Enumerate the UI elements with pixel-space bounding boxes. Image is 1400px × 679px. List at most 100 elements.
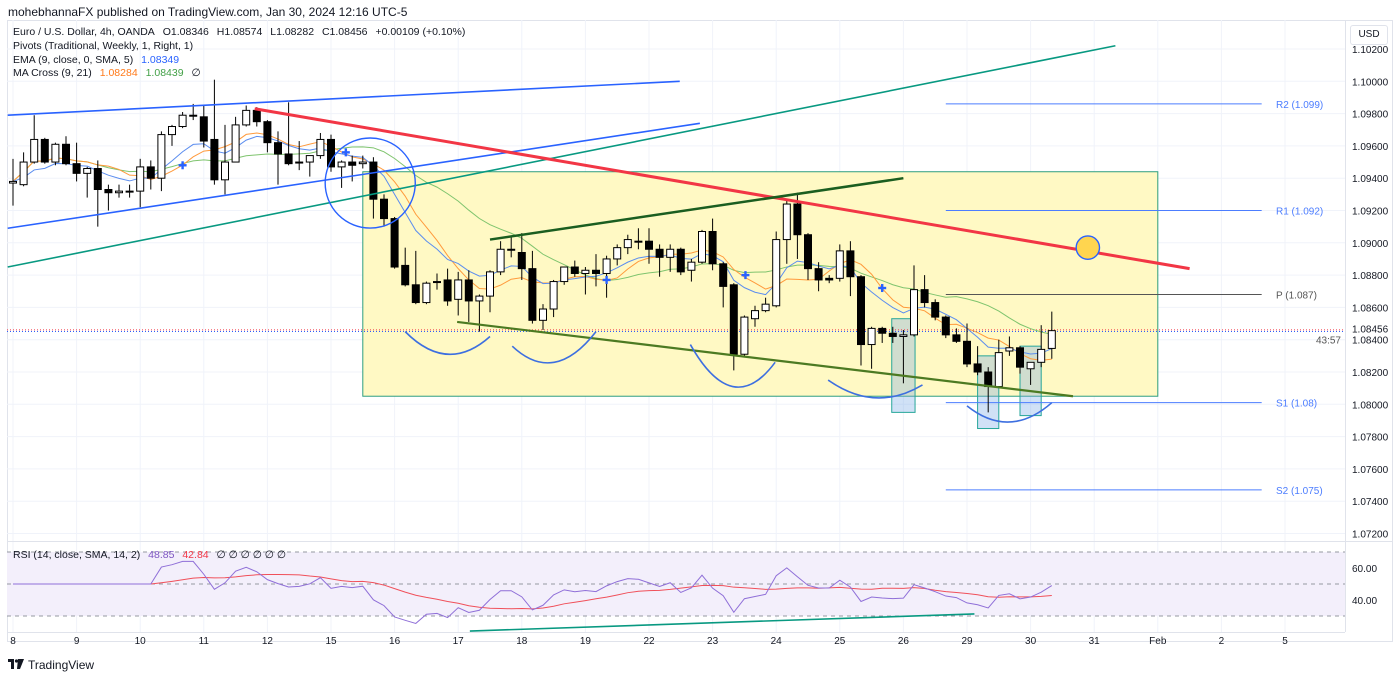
candle-body (963, 340, 971, 365)
price-tick-label: 1.07400 (1352, 497, 1389, 508)
candle-body (401, 264, 410, 286)
legend-rsi[interactable]: RSI (14, close, SMA, 14, 2) 48.85 42.84 … (13, 549, 291, 561)
candle (931, 299, 940, 321)
price-tick-label: 1.09600 (1352, 142, 1389, 153)
candle (284, 102, 293, 166)
candle (93, 160, 102, 227)
ma-extra: ∅ (191, 67, 201, 79)
candle-body (358, 161, 367, 165)
candle-body (62, 143, 70, 165)
candle-body (146, 166, 155, 179)
candle-body (252, 109, 261, 123)
time-tick-label: 19 (580, 636, 592, 647)
candle-body (199, 116, 208, 142)
candle-body (136, 166, 145, 192)
candle-body (475, 295, 484, 302)
arc-drawing[interactable] (966, 402, 1053, 423)
target-circle[interactable] (1075, 235, 1101, 261)
candle (1037, 325, 1046, 368)
candle (496, 241, 505, 276)
candle-body (231, 124, 240, 163)
currency-button[interactable]: USD (1350, 25, 1388, 45)
time-tick-label: 10 (135, 636, 147, 647)
candle-body (623, 239, 632, 249)
candle-body (210, 138, 219, 181)
pivot-label: S1 (1.08) (1276, 399, 1317, 410)
candle (40, 137, 49, 164)
rsi-extra: ∅ ∅ ∅ ∅ ∅ ∅ (216, 549, 287, 561)
trendline-teal[interactable] (7, 44, 1116, 268)
candle (199, 105, 208, 148)
candle (698, 229, 706, 264)
arc-drawing[interactable] (827, 379, 923, 399)
candle-body (528, 268, 537, 321)
arc-drawing[interactable] (689, 344, 776, 388)
candle (708, 218, 717, 271)
time-tick-label: 11 (199, 636, 210, 647)
candle (263, 120, 272, 153)
price-tick-label: 1.09000 (1352, 239, 1389, 250)
candle-body (1026, 361, 1035, 370)
arc-drawing[interactable] (511, 331, 597, 364)
rsi-divergence-line[interactable] (469, 613, 975, 632)
candle (9, 158, 17, 206)
candle (528, 250, 537, 324)
candle (952, 328, 961, 343)
candle (316, 132, 325, 159)
candle (687, 258, 696, 282)
candle (560, 266, 569, 285)
channel-upper-blue[interactable] (7, 80, 680, 117)
footer-brand[interactable]: TradingView (8, 658, 94, 672)
tradingview-logo-icon (8, 658, 24, 672)
candle (51, 142, 60, 166)
candle (835, 244, 844, 282)
candle (305, 155, 314, 177)
brand-name: TradingView (28, 658, 95, 672)
candle-body (284, 153, 293, 165)
breakout-circle[interactable] (324, 137, 416, 229)
rsi-value: 48.85 (148, 549, 175, 561)
candle-body (655, 248, 664, 258)
time-tick-label: 18 (516, 636, 528, 647)
legend-ma-cross[interactable]: MA Cross (9, 21) 1.08284 1.08439 ∅ (13, 67, 206, 79)
candle-body (242, 109, 251, 126)
candle (867, 326, 876, 369)
candle-body (814, 268, 823, 281)
time-tick-label: 8 (10, 636, 16, 647)
legend-pivots[interactable]: Pivots (Traditional, Weekly, 1, Right, 1… (13, 40, 198, 52)
rsi-ma-line (13, 573, 1052, 610)
wedge-lower-olive[interactable] (457, 320, 1074, 398)
candle-body (337, 161, 346, 168)
candle-body (93, 168, 102, 191)
time-tick-label: 26 (898, 636, 910, 647)
candle-body (327, 138, 335, 168)
candle (814, 262, 823, 292)
candle-body (263, 121, 272, 144)
candle (761, 297, 770, 313)
time-tick-label: 2 (1219, 636, 1225, 647)
resistance-red[interactable] (254, 107, 1190, 271)
candle-body (804, 234, 812, 270)
candle-body (1016, 347, 1024, 368)
candle (751, 305, 759, 327)
candle (454, 271, 463, 316)
candle (168, 124, 176, 146)
candle-body (570, 266, 579, 274)
candle-body (602, 258, 611, 274)
candle-body (592, 269, 600, 274)
legend-ema[interactable]: EMA (9, close, 0, SMA, 5) 1.08349 (13, 54, 184, 66)
wedge-upper-darkgreen[interactable] (489, 176, 904, 241)
candle (136, 158, 145, 208)
candle (825, 275, 834, 284)
candle (125, 184, 134, 198)
time-tick-label: 22 (643, 636, 655, 647)
candle-body (729, 284, 738, 355)
channel-lower-blue[interactable] (7, 122, 700, 230)
symbol-title[interactable]: Euro / U.S. Dollar, 4h, OANDA (13, 26, 155, 38)
arc-drawing[interactable] (404, 331, 491, 356)
candle (645, 228, 653, 264)
candle (740, 315, 749, 356)
candle-body (719, 263, 728, 287)
candle (941, 315, 950, 339)
